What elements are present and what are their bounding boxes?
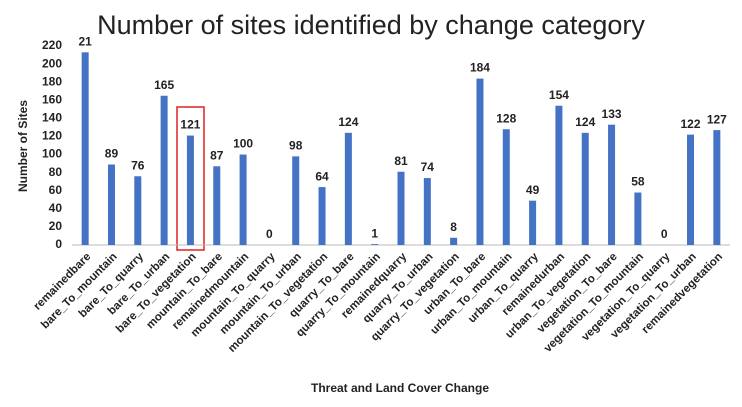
bar [713,130,721,245]
y-tick-label: 100 [42,147,62,161]
value-label: 74 [421,160,435,174]
bar [107,164,115,245]
value-label: 98 [289,139,303,153]
bar [555,105,563,245]
value-label: 76 [131,158,145,172]
y-tick-label: 80 [49,165,63,179]
value-label: 0 [266,227,273,241]
bar [134,176,142,245]
x-axis-label: Threat and Land Cover Change [311,381,489,395]
value-label: 133 [602,107,622,121]
value-label: 122 [681,117,701,131]
y-tick-label: 20 [49,219,63,233]
value-label: 0 [661,227,668,241]
bar [213,166,221,245]
value-label: 1 [371,226,378,240]
bar [397,171,405,245]
bar [529,200,537,245]
value-label: 100 [233,137,253,151]
bar [292,156,300,245]
value-label: 128 [496,111,516,125]
value-label: 58 [631,175,645,189]
value-label: 154 [549,88,569,102]
highlight-box [176,106,205,251]
bar [81,52,89,245]
value-label: 49 [526,183,540,197]
bar [581,132,589,245]
bar [502,129,510,245]
y-tick-label: 0 [55,237,62,251]
value-label: 21 [78,35,92,49]
bar [160,95,168,245]
y-tick-label: 140 [42,111,62,125]
chart-title: Number of sites identified by change cat… [97,10,645,40]
y-tick-label: 200 [42,56,62,70]
value-label: 121 [180,118,200,132]
y-tick-label: 180 [42,74,62,88]
y-tick-label: 160 [42,92,62,106]
bar [634,192,642,245]
bar [318,187,326,245]
value-label: 64 [315,169,329,183]
y-tick-label: 220 [42,38,62,52]
y-axis-label: Number of Sites [16,100,30,192]
y-tick-label: 60 [49,183,63,197]
bar [239,154,247,245]
value-label: 124 [338,115,358,129]
value-label: 124 [575,115,595,129]
value-label: 8 [450,220,457,234]
bar [450,237,458,245]
bar [608,124,616,245]
bar [344,132,352,245]
bar [476,78,484,246]
bar [371,244,379,245]
value-label: 87 [210,148,224,162]
value-label: 89 [105,147,119,161]
value-label: 81 [394,154,408,168]
value-label: 184 [470,61,490,75]
bar [423,178,431,245]
bar [186,135,194,245]
y-tick-label: 40 [49,201,63,215]
value-label: 165 [154,78,174,92]
y-tick-label: 120 [42,129,62,143]
bar [687,134,695,245]
value-label: 127 [707,112,727,126]
